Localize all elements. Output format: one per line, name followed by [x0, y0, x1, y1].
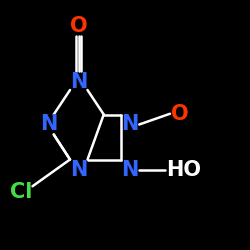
Text: O: O: [171, 104, 189, 124]
Text: Cl: Cl: [10, 182, 32, 202]
Text: N: N: [70, 160, 87, 180]
Text: N: N: [121, 160, 139, 180]
Text: O: O: [70, 16, 87, 36]
Text: N: N: [40, 114, 58, 134]
Text: N: N: [70, 72, 87, 92]
Text: HO: HO: [166, 160, 201, 180]
Text: N: N: [121, 114, 139, 134]
